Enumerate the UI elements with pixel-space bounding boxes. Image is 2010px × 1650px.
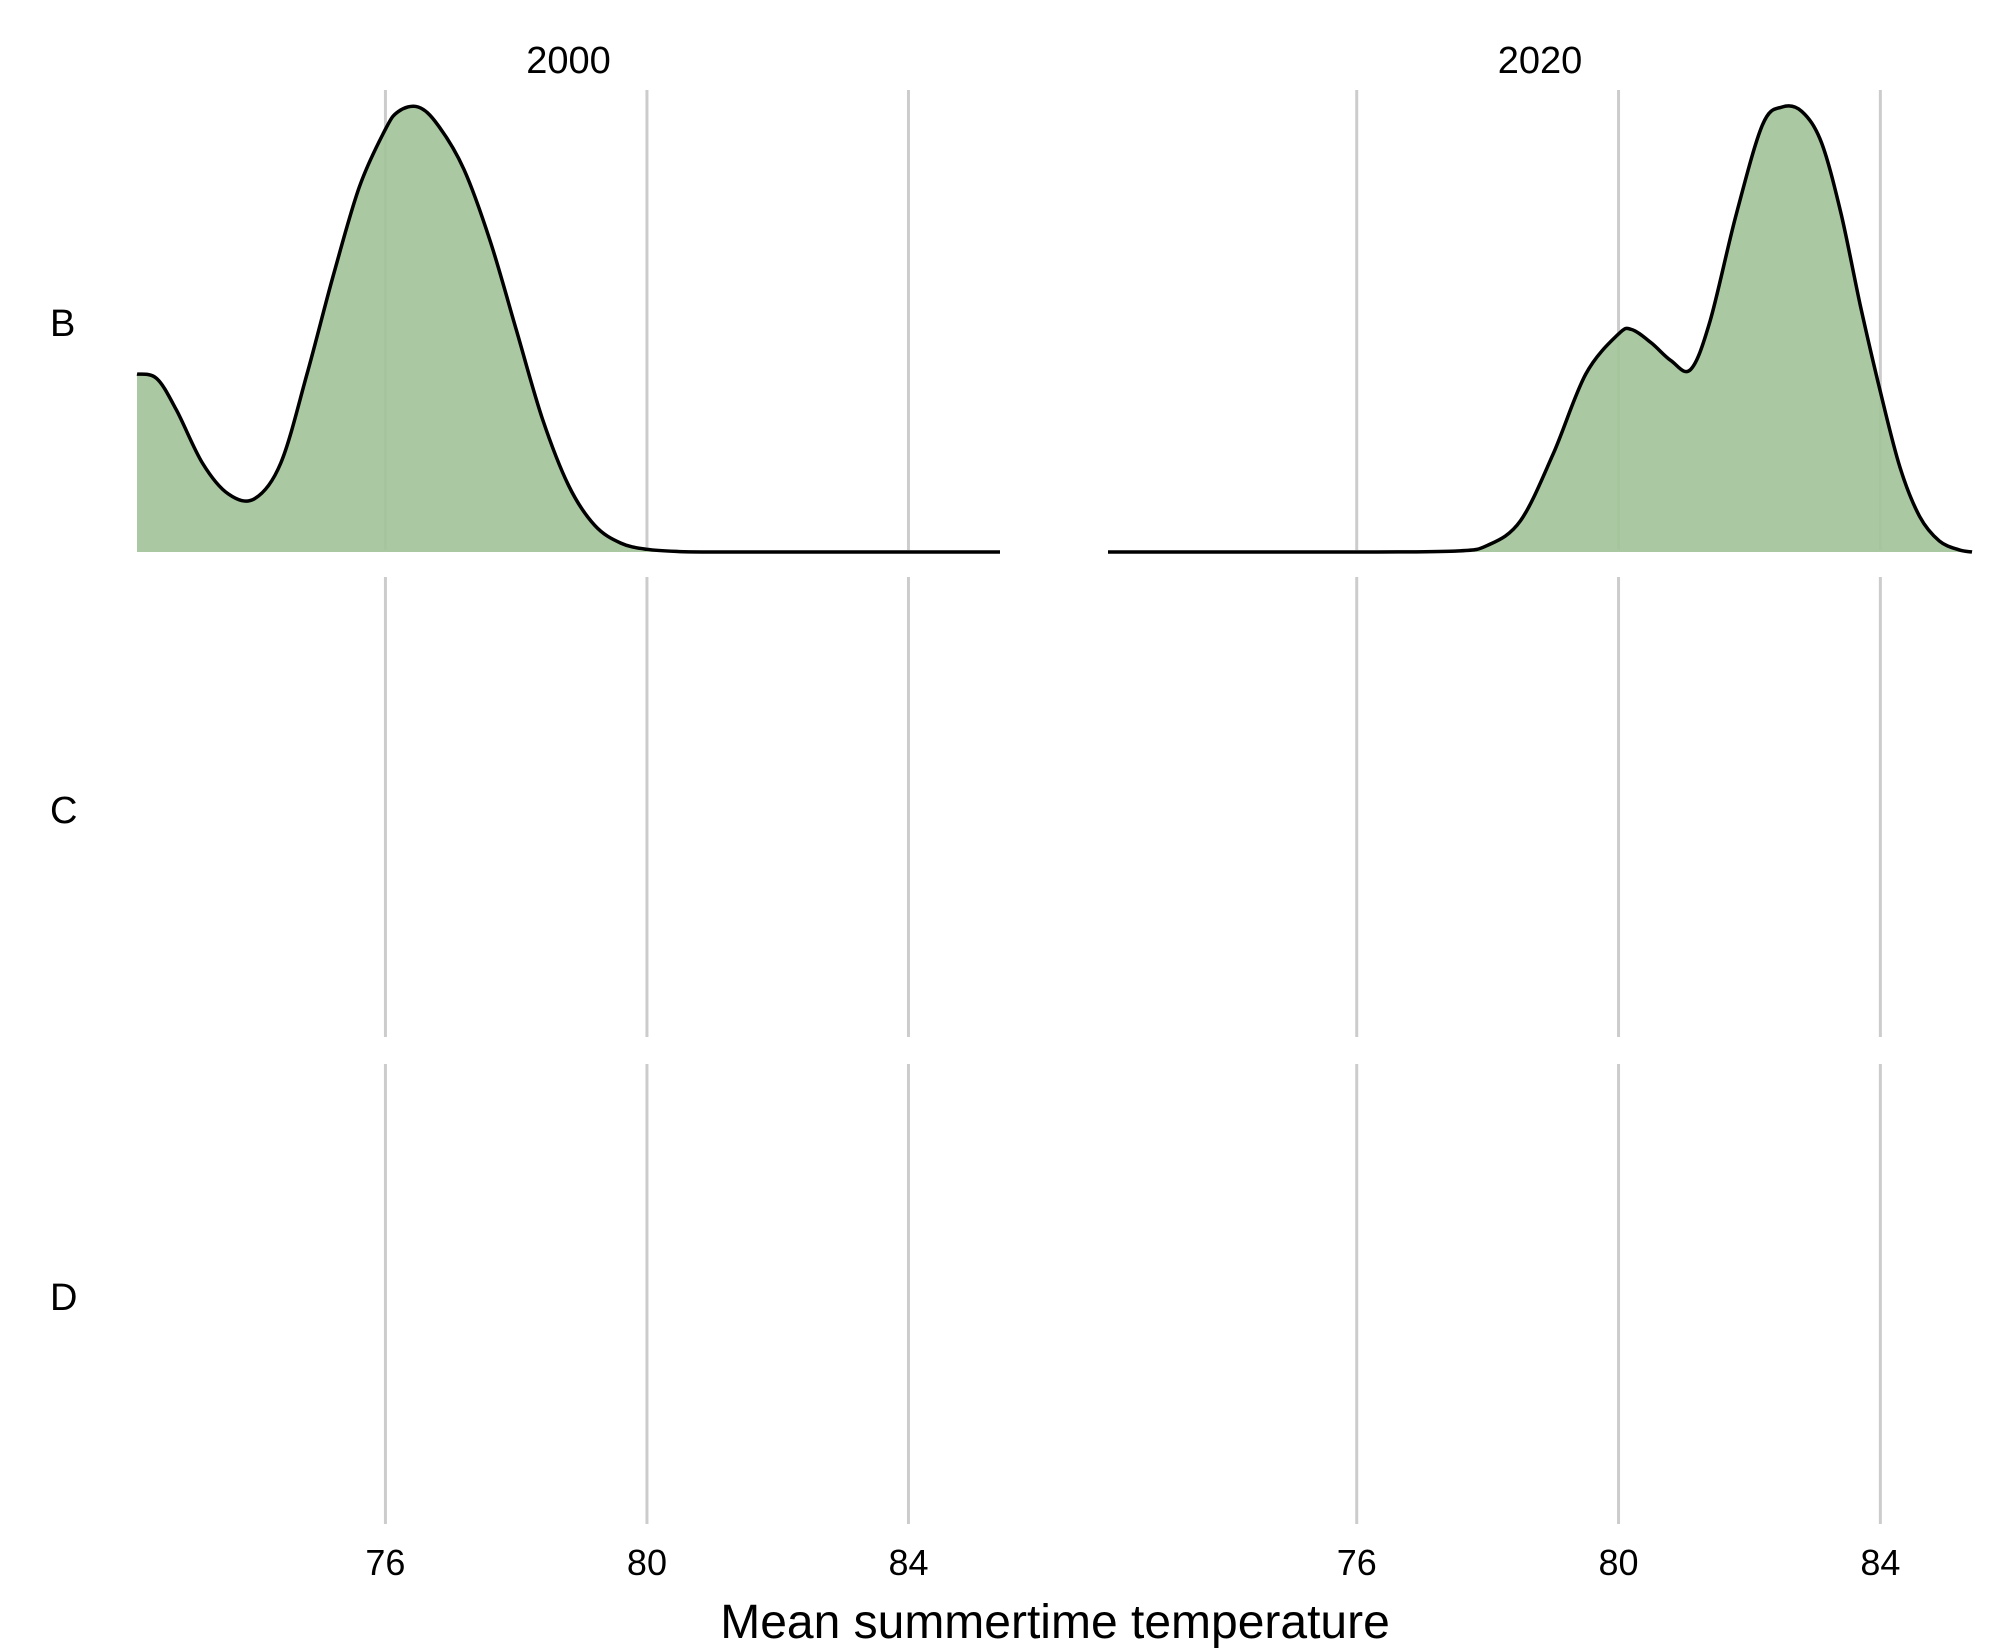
density-area-2000-B [137, 106, 1000, 552]
density-line-2020-B [1108, 104, 1973, 554]
labels: 2000 2020 B C D Mean summertime temperat… [50, 40, 1582, 1649]
x-tick-label-2020-80: 80 [1599, 1542, 1639, 1583]
density-line-2000-B [136, 104, 1000, 554]
x-tick-label-2000-76: 76 [365, 1542, 405, 1583]
x-tick-label-2020-84: 84 [1860, 1542, 1900, 1583]
gridlines [383, 90, 1882, 1524]
x-tick-label-2000-80: 80 [627, 1542, 667, 1583]
row-label-d: D [50, 1277, 77, 1319]
density-area-2020-B [1108, 105, 1972, 552]
x-axis-title: Mean summertime temperature [720, 1596, 1390, 1649]
x-tick-labels: 76 80 84 76 80 84 [365, 1542, 1900, 1583]
row-label-c: C [50, 790, 77, 832]
facet-title-2000: 2000 [526, 40, 611, 82]
x-tick-label-2000-84: 84 [888, 1542, 928, 1583]
density-curves [136, 104, 1973, 554]
x-tick-label-2020-76: 76 [1337, 1542, 1377, 1583]
row-label-b: B [50, 303, 75, 345]
facet-title-2020: 2020 [1498, 40, 1583, 82]
